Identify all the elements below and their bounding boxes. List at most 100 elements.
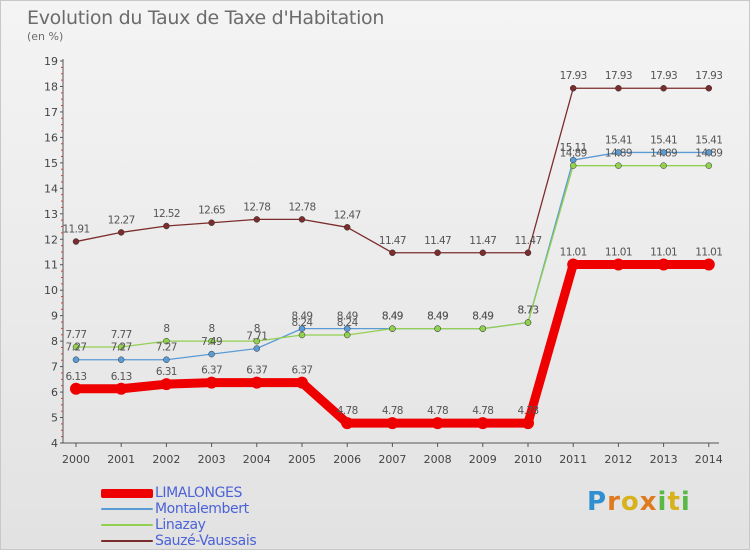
- data-label: 7.27: [111, 342, 132, 354]
- proxiti-logo: Proxiti: [587, 487, 691, 517]
- y-tick-label: 15: [44, 157, 58, 170]
- data-label: 8.24: [292, 317, 314, 329]
- data-label: 6.13: [111, 371, 132, 383]
- legend-label: Linazay: [155, 517, 206, 533]
- data-label: 11.01: [650, 246, 677, 258]
- data-point: [208, 350, 215, 358]
- data-label: 15.11: [560, 142, 587, 154]
- data-point: [434, 325, 441, 332]
- data-label: 11.01: [605, 246, 632, 258]
- data-point: [163, 337, 170, 345]
- data-label: 14.89: [605, 148, 632, 160]
- data-point: [250, 376, 263, 389]
- data-point: [389, 249, 396, 257]
- data-point: [70, 382, 82, 395]
- data-point: [296, 376, 308, 389]
- data-label: 4.78: [427, 405, 448, 417]
- data-label: 4.78: [382, 405, 403, 417]
- data-point: [434, 249, 441, 257]
- y-tick-label: 11: [44, 259, 58, 272]
- data-label: 17.93: [650, 70, 677, 82]
- data-point: [298, 216, 306, 223]
- data-point: [657, 258, 670, 271]
- legend-item-sauze-vaussais: Sauzé-Vaussais: [101, 533, 257, 549]
- y-tick-label: 12: [44, 233, 58, 246]
- x-tick-label: 2011: [559, 453, 587, 466]
- data-point: [117, 229, 125, 236]
- data-label: 15.41: [605, 134, 632, 146]
- x-tick-label: 2012: [604, 453, 632, 466]
- data-point: [431, 417, 444, 430]
- data-point: [524, 319, 532, 326]
- data-point: [343, 325, 351, 332]
- x-tick-label: 2009: [469, 453, 497, 466]
- data-point: [386, 417, 399, 430]
- data-label: 14.89: [560, 148, 587, 160]
- axes: 4 5 6 7 8 9 10 11 12 13 14 15 16 17 18 19 2000 2001 2002 20…: [44, 55, 723, 466]
- x-tick-label: 2014: [695, 453, 723, 466]
- data-label: 6.13: [66, 371, 87, 383]
- x-tick-label: 2007: [378, 453, 406, 466]
- data-label: 8.49: [382, 311, 403, 323]
- x-tick-label: 2006: [333, 453, 361, 466]
- data-label: 7.49: [201, 336, 222, 348]
- legend-label: Sauzé-Vaussais: [155, 533, 257, 549]
- data-label: 6.37: [246, 365, 267, 377]
- data-label: 7.71: [246, 331, 267, 343]
- data-point: [72, 343, 80, 351]
- data-point: [298, 331, 306, 339]
- series-sauze-vaussais: [72, 84, 713, 257]
- data-label: 12.47: [334, 209, 361, 221]
- data-labels: 7.27 7.27 7.27 7.49 7.71 8.49 8.49 8.49 8.49 8.49…: [62, 70, 722, 417]
- data-point: [569, 162, 577, 169]
- legend-label: LIMALONGES: [155, 485, 242, 501]
- data-label: 6.37: [292, 365, 313, 377]
- data-point: [705, 84, 713, 92]
- y-tick-label: 16: [44, 131, 58, 144]
- y-tick-label: 5: [51, 412, 58, 425]
- x-tick-label: 2008: [424, 453, 452, 466]
- legend-item-montalembert: Montalembert: [101, 501, 256, 517]
- legend: LIMALONGES Montalembert Linazay Sauzé-Vauss…: [101, 485, 257, 549]
- x-tick-label: 2001: [107, 453, 135, 466]
- y-tick-label: 17: [44, 106, 58, 119]
- data-point: [208, 219, 215, 226]
- x-tick-label: 2004: [243, 453, 271, 466]
- data-label: 11.47: [469, 235, 496, 247]
- data-point: [702, 258, 715, 271]
- data-label: 11.47: [379, 235, 406, 247]
- y-tick-label: 4: [51, 437, 58, 450]
- data-label: 7.27: [156, 342, 177, 354]
- data-label: 8.49: [427, 311, 448, 323]
- data-label: 12.78: [288, 201, 315, 213]
- y-tick-label: 13: [44, 208, 58, 221]
- legend-item-limalonges: LIMALONGES: [101, 485, 256, 501]
- data-label: 7.77: [111, 329, 132, 341]
- data-point: [72, 356, 80, 363]
- data-point: [160, 378, 173, 391]
- data-point: [615, 162, 622, 169]
- data-label: 8.49: [382, 311, 403, 323]
- data-label: 14.89: [650, 148, 677, 160]
- data-point: [567, 258, 580, 271]
- data-label: 12.52: [153, 208, 180, 220]
- data-point: [343, 331, 351, 339]
- data-label: 8.49: [292, 311, 313, 323]
- data-point: [253, 216, 261, 223]
- data-label: 12.65: [198, 205, 225, 217]
- data-point: [253, 345, 261, 352]
- x-tick-label: 2002: [152, 453, 180, 466]
- series-line-sauze-vaussais: [75, 87, 710, 254]
- data-point: [117, 356, 125, 363]
- data-point: [476, 417, 489, 430]
- data-label: 8.49: [472, 311, 493, 323]
- data-label: 8.73: [518, 305, 539, 317]
- data-label: 11.01: [560, 246, 587, 258]
- data-label: 8: [254, 323, 260, 335]
- data-label: 7.77: [66, 329, 87, 341]
- y-tick-label: 7: [51, 361, 58, 374]
- data-point: [615, 149, 622, 156]
- data-label: 17.93: [605, 70, 632, 82]
- series-linazay: [72, 162, 713, 351]
